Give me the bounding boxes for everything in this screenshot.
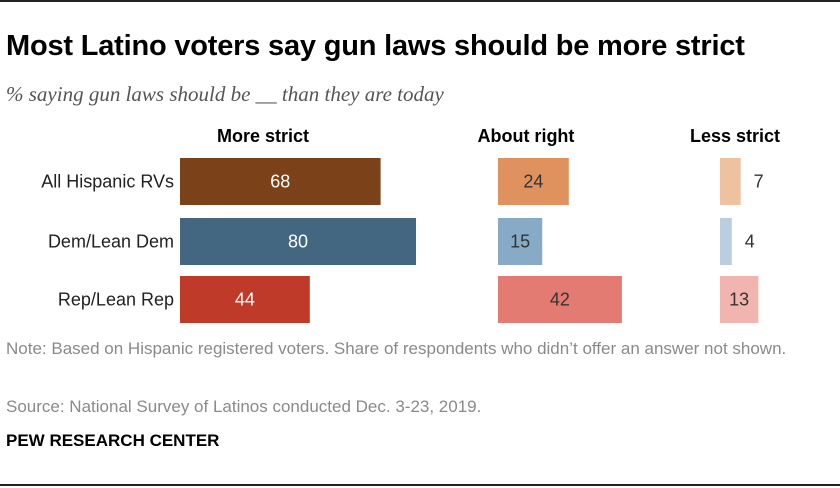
chart-subtitle: % saying gun laws should be __ than they…	[6, 82, 444, 106]
column-header-more-strict: More strict	[217, 126, 309, 146]
data-label-more-strict-dem-lean-dem: 80	[288, 232, 308, 252]
bar-less-strict-all-hispanic-rvs	[720, 158, 741, 205]
pew-research-center-logo: PEW RESEARCH CENTER	[6, 431, 220, 450]
column-header-less-strict: Less strict	[690, 126, 780, 146]
bar-chart: All Hispanic RVs Dem/Lean Dem Rep/Lean Rep…	[41, 126, 780, 323]
data-label-about-right-all-hispanic-rvs: 24	[523, 172, 543, 192]
data-label-about-right-dem-lean-dem: 15	[510, 232, 530, 252]
data-label-less-strict-dem-lean-dem: 4	[745, 232, 755, 252]
chart-title: Most Latino voters say gun laws should b…	[6, 30, 745, 62]
bar-less-strict-rep-lean-rep	[720, 276, 759, 323]
bar-about-right-rep-lean-rep	[498, 276, 622, 323]
chart-note: Note: Based on Hispanic registered voter…	[6, 339, 787, 358]
category-label-dem-lean-dem: Dem/Lean Dem	[48, 232, 174, 252]
data-label-less-strict-all-hispanic-rvs: 7	[754, 172, 764, 192]
bar-more-strict-dem-lean-dem	[180, 218, 416, 265]
data-label-about-right-rep-lean-rep: 42	[550, 290, 570, 310]
column-header-about-right: About right	[477, 126, 574, 146]
data-label-more-strict-rep-lean-rep: 44	[235, 290, 255, 310]
category-label-all-hispanic-rvs: All Hispanic RVs	[41, 172, 174, 192]
bar-about-right-dem-lean-dem	[498, 218, 543, 265]
chart-source: Source: National Survey of Latinos condu…	[6, 397, 482, 416]
category-label-rep-lean-rep: Rep/Lean Rep	[58, 290, 174, 310]
top-rule	[0, 0, 840, 2]
bar-about-right-all-hispanic-rvs	[498, 158, 569, 205]
data-label-more-strict-all-hispanic-rvs: 68	[270, 172, 290, 192]
bottom-rule	[0, 484, 840, 486]
data-label-less-strict-rep-lean-rep: 13	[729, 290, 749, 310]
bar-more-strict-all-hispanic-rvs	[180, 158, 381, 205]
bar-more-strict-rep-lean-rep	[180, 276, 310, 323]
bar-less-strict-dem-lean-dem	[720, 218, 732, 265]
